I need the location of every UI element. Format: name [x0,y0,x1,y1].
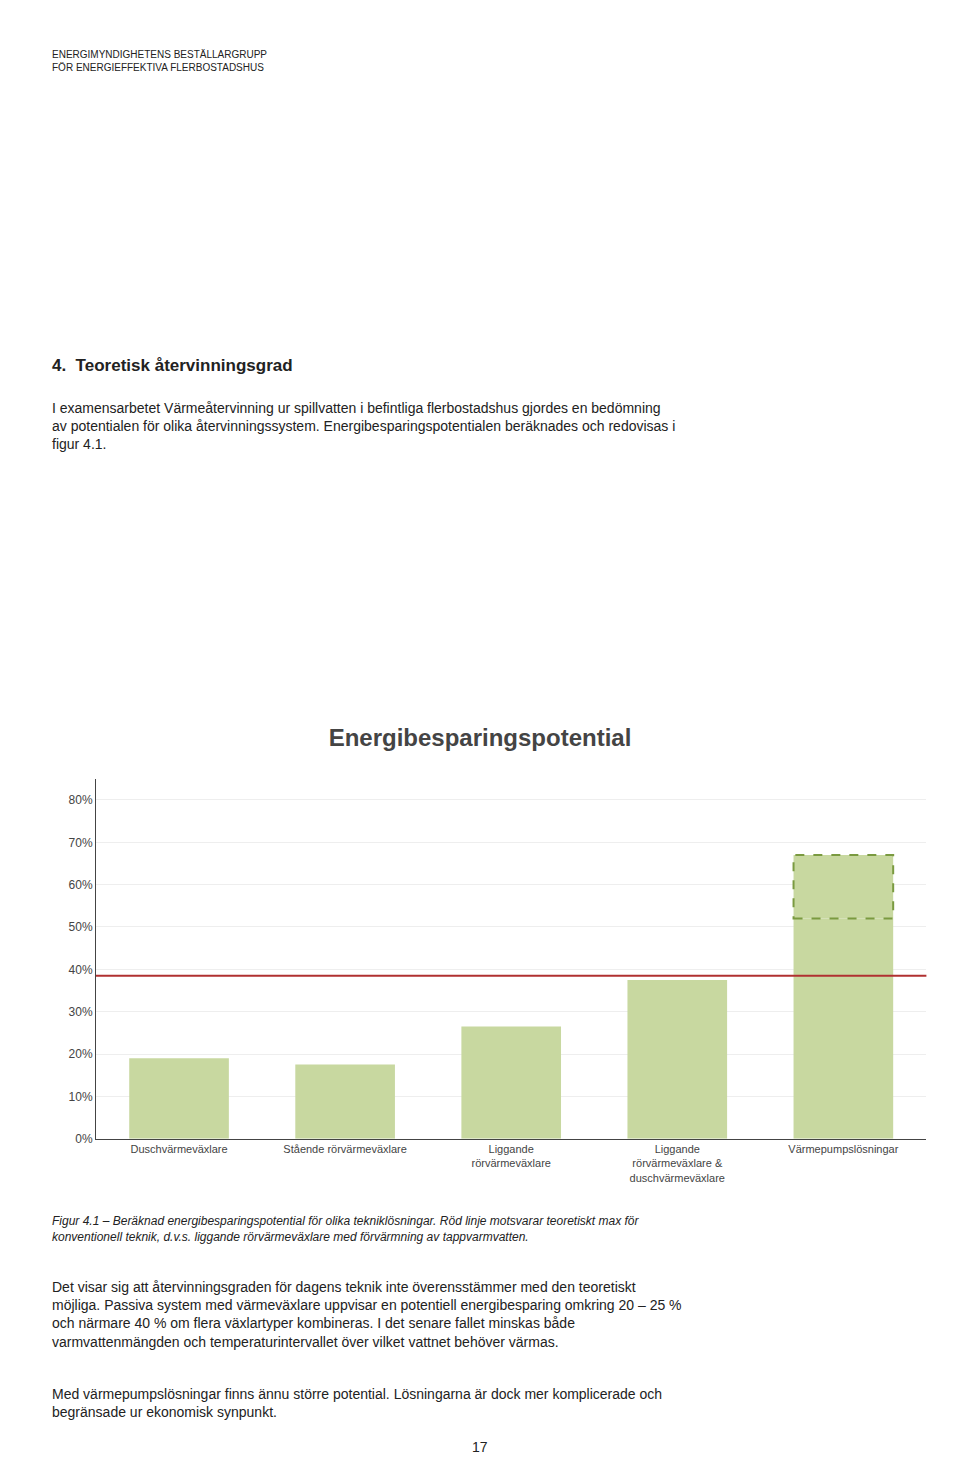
svg-text:Ligganderörvärmeväxlare &dusch: Ligganderörvärmeväxlare &duschvärmeväxla… [630,1143,725,1184]
svg-text:30%: 30% [69,1005,93,1019]
svg-text:17: 17 [472,1439,488,1455]
svg-text:20%: 20% [69,1047,93,1061]
svg-text:60%: 60% [69,878,93,892]
svg-text:0%: 0% [75,1132,93,1146]
svg-text:Duschvärmeväxlare: Duschvärmeväxlare [130,1143,227,1155]
svg-text:70%: 70% [69,836,93,850]
svg-text:Energibesparingspotential: Energibesparingspotential [329,724,632,751]
svg-text:ENERGIMYNDIGHETENS BESTÄLLARGR: ENERGIMYNDIGHETENS BESTÄLLARGRUPPFÖR ENE… [52,49,267,73]
svg-text:4. Teoretisk återvinningsgrad: 4. Teoretisk återvinningsgrad [52,356,293,375]
svg-text:80%: 80% [69,793,93,807]
svg-text:Värmepumpslösningar: Värmepumpslösningar [788,1143,898,1155]
svg-text:Stående rörvärmeväxlare: Stående rörvärmeväxlare [283,1143,407,1155]
svg-text:Figur 4.1 – Beräknad energibes: Figur 4.1 – Beräknad energibesparingspot… [52,1214,640,1244]
svg-text:10%: 10% [69,1090,93,1104]
svg-text:I examensarbetet Värmeåtervinn: I examensarbetet Värmeåtervinning ur spi… [52,400,675,452]
svg-text:Ligganderörvärmeväxlare: Ligganderörvärmeväxlare [471,1143,550,1169]
svg-text:40%: 40% [69,963,93,977]
svg-text:50%: 50% [69,920,93,934]
svg-text:Det visar sig att återvinnings: Det visar sig att återvinningsgraden för… [52,1279,682,1350]
svg-text:Med värmepumpslösningar finns: Med värmepumpslösningar finns ännu störr… [52,1386,662,1420]
